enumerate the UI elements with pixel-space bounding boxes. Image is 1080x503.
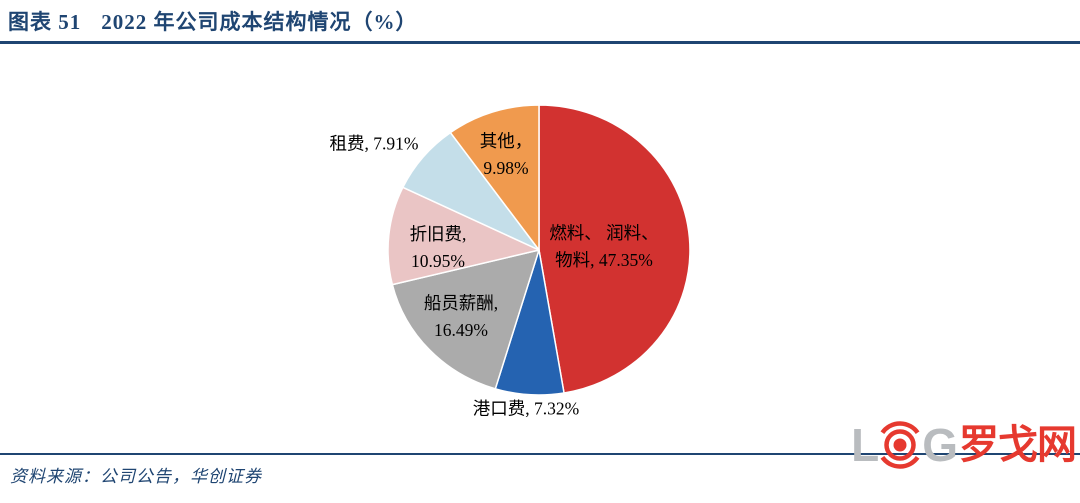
figure-title: 图表 51 2022 年公司成本结构情况（%） xyxy=(8,6,418,36)
logo-letter-g: G xyxy=(922,419,958,471)
logo: L G 罗戈网 xyxy=(851,419,1077,471)
pie-slice-2 xyxy=(391,249,540,390)
logo-target-icon xyxy=(880,421,920,469)
logo-site-name: 罗戈网 xyxy=(959,423,1077,467)
logo-letter-l: L xyxy=(851,419,879,471)
pie-slice-3 xyxy=(387,186,540,286)
pie-slice-5 xyxy=(449,104,540,251)
figure-number: 图表 51 xyxy=(8,10,82,34)
figure-title-text: 2022 年公司成本结构情况（%） xyxy=(101,10,418,34)
footer-divider-line xyxy=(0,453,1080,455)
source-note: 资料来源：公司公告，华创证券 xyxy=(10,467,262,486)
title-divider-line xyxy=(0,41,1080,44)
pie-slice-0 xyxy=(538,104,691,394)
